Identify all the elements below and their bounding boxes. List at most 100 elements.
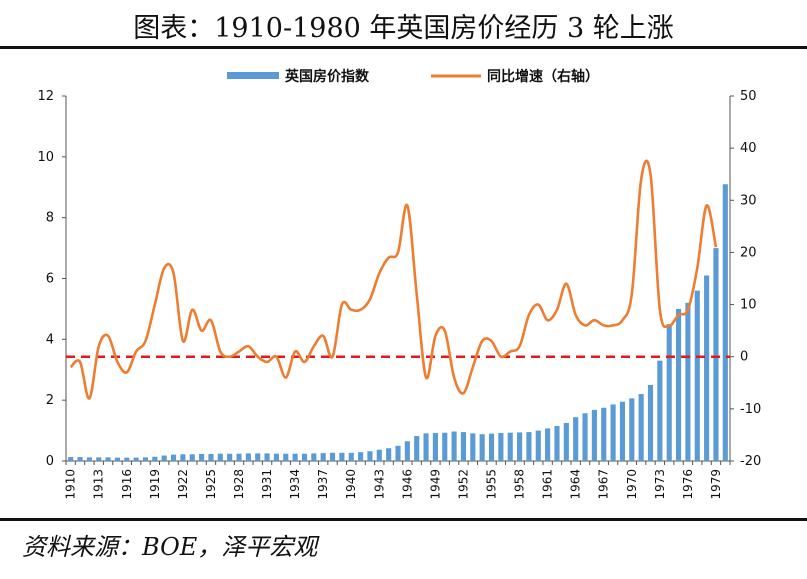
bar-1961: [545, 428, 551, 461]
line-series: [69, 159, 718, 400]
bar-1942: [367, 451, 373, 461]
bar-1972: [647, 384, 654, 461]
x-tick-label: 1910: [64, 469, 78, 500]
y-axis-right: -20 -10 0 10 20 30 40 50: [730, 89, 761, 469]
bar-1980: [722, 184, 728, 461]
source-note: 资料来源：BOE，泽平宏观: [22, 533, 318, 561]
bar-1950: [442, 432, 448, 461]
bar-1943: [376, 449, 382, 461]
bar-1935: [301, 453, 308, 461]
bar-1915: [114, 457, 120, 461]
bar-1973: [657, 360, 663, 462]
bar-1946: [404, 441, 410, 461]
bar-1965: [582, 413, 588, 461]
legend-label-line: 同比增速（右轴）: [487, 68, 599, 85]
bar-1947: [414, 436, 420, 461]
y-right-tick-label: -20: [740, 454, 761, 469]
bar-1977: [694, 290, 700, 461]
bar-1944: [386, 448, 392, 461]
legend-label-bar: 英国房价指数: [284, 68, 370, 85]
y-left-tick-label: 8: [46, 211, 54, 226]
title-divider: [0, 46, 807, 49]
chart-title: 图表：1910-1980 年英国房价经历 3 轮上涨: [133, 13, 674, 44]
bar-1971: [638, 394, 644, 461]
bar-1926: [217, 453, 223, 461]
bar-1912: [86, 457, 92, 461]
bar-1964: [573, 417, 579, 461]
y-right-tick-label: 40: [740, 141, 757, 156]
bar-1954: [479, 434, 485, 461]
y-right-tick-label: 50: [740, 89, 757, 104]
bar-1957: [507, 432, 513, 461]
x-tick-label: 1976: [681, 469, 695, 500]
bar-1934: [292, 453, 298, 461]
bar-1919: [152, 456, 158, 461]
y-right-tick-label: 30: [740, 193, 757, 208]
bar-1914: [105, 457, 111, 461]
bar-1952: [460, 432, 467, 461]
bar-1939: [339, 452, 345, 461]
bar-1928: [236, 453, 242, 461]
bar-1916: [124, 457, 130, 461]
bar-1970: [629, 398, 635, 461]
bar-1960: [535, 430, 541, 461]
bar-1949: [432, 433, 438, 461]
bar-1955: [488, 433, 495, 462]
bar-series: [68, 184, 728, 462]
bar-1931: [264, 453, 270, 461]
bar-1940: [348, 452, 354, 461]
bar-1956: [498, 433, 504, 461]
x-tick-label: 1949: [428, 469, 442, 500]
bar-1913: [96, 457, 102, 461]
x-tick-label: 1943: [372, 469, 386, 500]
y-left-tick-label: 4: [46, 332, 54, 347]
x-tick-label: 1940: [344, 469, 358, 500]
growth-line: [69, 159, 718, 400]
bar-1922: [180, 454, 186, 461]
bar-1924: [199, 454, 205, 461]
bar-1923: [189, 454, 195, 461]
bar-1917: [133, 457, 139, 461]
footer-divider: [0, 518, 807, 521]
chart-canvas: 英国房价指数 同比增速（右轴） 0 2 4 6 8 10 12 -20 -10 0 10 20 30 4…: [37, 68, 761, 500]
bar-1979: [713, 248, 719, 461]
x-tick-label: 1979: [709, 469, 723, 500]
y-right-tick-label: 0: [740, 350, 748, 365]
bar-1932: [273, 453, 279, 461]
x-tick-label: 1964: [569, 469, 583, 500]
x-tick-label: 1967: [597, 469, 611, 500]
y-left-tick-label: 2: [46, 393, 54, 408]
bar-1927: [227, 453, 233, 461]
x-tick-label: 1928: [232, 469, 246, 500]
x-tick-label: 1955: [485, 469, 499, 500]
x-tick-label: 1919: [148, 469, 162, 500]
bar-1975: [675, 308, 682, 461]
bar-1978: [704, 275, 710, 461]
bar-1953: [470, 433, 476, 461]
y-right-tick-label: -10: [740, 402, 761, 417]
bar-1962: [554, 426, 560, 461]
x-tick-label: 1913: [92, 469, 106, 500]
y-left-tick-label: 0: [46, 454, 54, 469]
bar-1910: [68, 457, 74, 461]
bar-1911: [77, 457, 83, 461]
legend-swatch-bar: [227, 72, 279, 79]
bar-1974: [666, 324, 672, 462]
bar-1925: [208, 454, 214, 461]
legend: 英国房价指数 同比增速（右轴）: [227, 68, 599, 85]
x-tick-label: 1925: [204, 469, 218, 500]
bar-1945: [395, 445, 401, 461]
x-tick-label: 1952: [456, 469, 470, 500]
bar-1966: [591, 409, 597, 461]
y-left-tick-label: 10: [37, 150, 54, 165]
bar-1920: [161, 455, 167, 461]
x-tick-label: 1973: [653, 469, 667, 500]
x-tick-label: 1931: [260, 469, 274, 500]
x-tick-label: 1922: [176, 469, 190, 500]
bar-1976: [685, 302, 691, 461]
bar-1969: [619, 401, 626, 461]
bar-1936: [311, 453, 317, 461]
x-tick-label: 1934: [288, 469, 302, 500]
y-right-tick-label: 20: [740, 245, 757, 260]
bar-1918: [142, 457, 149, 461]
